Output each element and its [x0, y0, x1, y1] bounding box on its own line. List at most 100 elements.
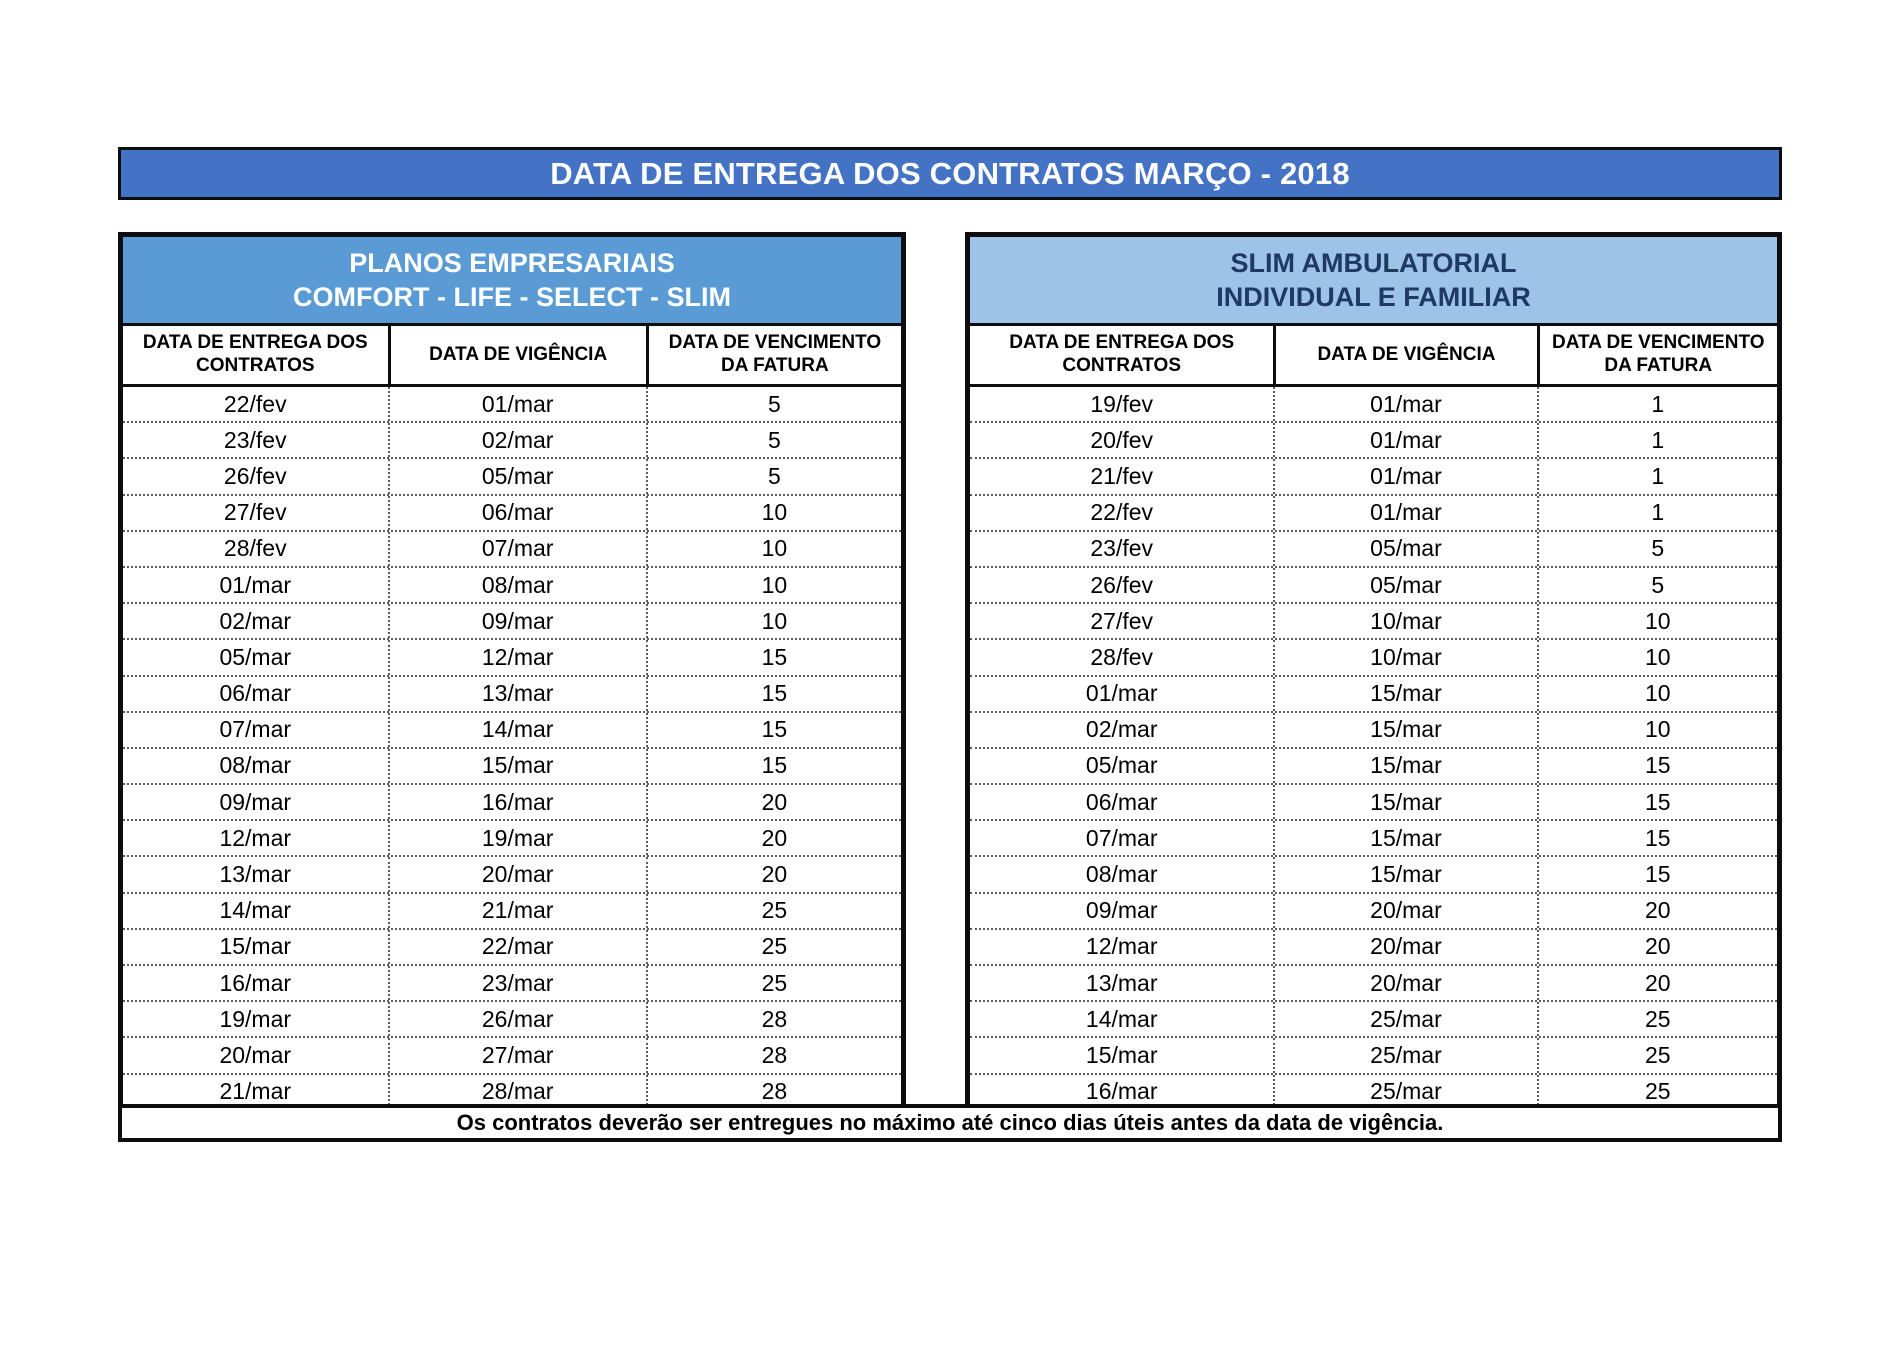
table-cell: 20/mar — [219, 1041, 292, 1068]
table-cell: 10 — [1536, 640, 1777, 675]
table-cell: 20/mar — [1273, 966, 1536, 1001]
table-cell: 1 — [1536, 423, 1777, 458]
table-row: 09/mar 16/mar 20 — [123, 783, 901, 820]
table-planos-empresariais: PLANOS EMPRESARIAIS COMFORT - LIFE - SEL… — [118, 232, 906, 1114]
table-title-line1: SLIM AMBULATORIAL — [1230, 247, 1517, 278]
table-cell: 21/mar — [219, 1078, 292, 1105]
table-cell: 15/mar — [1273, 712, 1536, 747]
table-cell: 01/mar — [387, 387, 646, 422]
footer-note-text: Os contratos deverão ser entregues no má… — [456, 1110, 1444, 1135]
table-cell: 15 — [1536, 857, 1777, 892]
table-cell: 20/fev — [1090, 426, 1154, 453]
table-cell: 21/fev — [1090, 462, 1154, 489]
table-cell: 26/fev — [223, 462, 287, 489]
table-row: 07/mar 14/mar 15 — [123, 710, 901, 747]
table-title-line1: PLANOS EMPRESARIAIS — [349, 247, 675, 278]
table-cell: 15/mar — [1273, 785, 1536, 820]
table-cell: 27/mar — [387, 1038, 646, 1073]
table-cell: 15/mar — [387, 748, 646, 784]
table-row: 20/mar 27/mar 28 — [123, 1036, 901, 1073]
table-cell: 25/mar — [1273, 1074, 1536, 1109]
table-row: 05/mar 12/mar 15 — [123, 638, 901, 675]
table-body: 22/fev 01/mar 5 23/fev 02/mar 5 26/fev 05/mar 5 2… — [123, 387, 901, 1109]
table-cell: 15/mar — [1273, 748, 1536, 784]
table-cell: 5 — [1536, 567, 1777, 603]
table-cell: 06/mar — [387, 495, 646, 530]
table-cell: 1 — [1536, 459, 1777, 494]
table-row: 12/mar 19/mar 20 — [123, 819, 901, 856]
table-row: 15/mar 25/mar 25 — [970, 1036, 1777, 1073]
table-title-line2: COMFORT - LIFE - SELECT - SLIM — [293, 281, 731, 312]
table-cell: 01/mar — [219, 571, 292, 598]
table-row: 28/fev 10/mar 10 — [970, 638, 1777, 675]
table-cell: 05/mar — [1273, 567, 1536, 603]
table-title-line2: INDIVIDUAL E FAMILIAR — [1216, 281, 1531, 312]
table-cell: 10/mar — [1273, 640, 1536, 675]
table-cell: 12/mar — [387, 640, 646, 675]
table-cell: 28 — [645, 1074, 901, 1109]
table-row: 23/fev 05/mar 5 — [970, 529, 1777, 566]
table-row: 23/fev 02/mar 5 — [123, 421, 901, 458]
table-row: 06/mar 13/mar 15 — [123, 674, 901, 711]
table-cell: 20 — [645, 785, 901, 820]
table-cell: 5 — [645, 387, 901, 422]
table-row: 22/fev 01/mar 1 — [970, 493, 1777, 530]
table-row: 01/mar 15/mar 10 — [970, 674, 1777, 711]
table-cell: 19/mar — [219, 1005, 292, 1032]
table-row: 13/mar 20/mar 20 — [123, 855, 901, 892]
table-cell: 09/mar — [387, 604, 646, 639]
table-cell: 20 — [645, 821, 901, 856]
table-cell: 13/mar — [387, 676, 646, 711]
table-cell: 15 — [645, 640, 901, 675]
table-cell: 15/mar — [1273, 821, 1536, 856]
table-cell: 21/mar — [387, 893, 646, 928]
table-cell: 25 — [1536, 1074, 1777, 1109]
table-cell: 15 — [645, 676, 901, 711]
column-header-entrega: DATA DE ENTREGA DOS CONTRATOS — [970, 326, 1274, 384]
table-cell: 26/fev — [1090, 571, 1154, 598]
table-cell: 22/fev — [1090, 499, 1154, 526]
table-cell: 07/mar — [387, 531, 646, 566]
table-row: 21/fev 01/mar 1 — [970, 457, 1777, 494]
table-cell: 10/mar — [1273, 604, 1536, 639]
table-cell: 02/mar — [219, 607, 292, 634]
table-cell: 10 — [645, 567, 901, 603]
table-row: 05/mar 15/mar 15 — [970, 746, 1777, 784]
table-cell: 16/mar — [387, 785, 646, 820]
table-row: 22/fev 01/mar 5 — [123, 387, 901, 422]
column-header-vencimento: DATA DE VENCIMENTO DA FATURA — [645, 326, 901, 384]
table-row: 08/mar 15/mar 15 — [123, 746, 901, 784]
table-cell: 12/mar — [219, 824, 292, 851]
table-cell: 01/mar — [1273, 459, 1536, 494]
table-cell: 28/mar — [387, 1074, 646, 1109]
table-cell: 10 — [645, 531, 901, 566]
document-title: DATA DE ENTREGA DOS CONTRATOS MARÇO - 20… — [550, 155, 1350, 191]
column-headers: DATA DE ENTREGA DOS CONTRATOS DATA DE VI… — [970, 326, 1777, 387]
table-row: 26/fev 05/mar 5 — [970, 565, 1777, 603]
table-cell: 28 — [645, 1002, 901, 1037]
document-title-bar: DATA DE ENTREGA DOS CONTRATOS MARÇO - 20… — [118, 147, 1782, 200]
table-cell: 09/mar — [219, 788, 292, 815]
table-cell: 14/mar — [387, 712, 646, 747]
table-cell: 15 — [1536, 748, 1777, 784]
footer-note-box: Os contratos deverão ser entregues no má… — [118, 1104, 1782, 1142]
column-header-vigencia: DATA DE VIGÊNCIA — [387, 326, 646, 384]
table-cell: 20/mar — [1273, 893, 1536, 928]
table-cell: 19/mar — [387, 821, 646, 856]
table-cell: 12/mar — [1085, 933, 1158, 960]
table-row: 06/mar 15/mar 15 — [970, 783, 1777, 820]
table-cell: 22/fev — [223, 390, 287, 417]
column-header-vencimento: DATA DE VENCIMENTO DA FATURA — [1536, 326, 1777, 384]
table-cell: 13/mar — [1085, 969, 1158, 996]
table-cell: 06/mar — [1085, 788, 1158, 815]
table-row: 27/fev 06/mar 10 — [123, 493, 901, 530]
table-cell: 15 — [645, 748, 901, 784]
table-cell: 20 — [1536, 893, 1777, 928]
table-cell: 25 — [645, 893, 901, 928]
table-cell: 25/mar — [1273, 1002, 1536, 1037]
table-cell: 27/fev — [223, 499, 287, 526]
table-cell: 1 — [1536, 387, 1777, 422]
table-cell: 1 — [1536, 495, 1777, 530]
table-row: 27/fev 10/mar 10 — [970, 602, 1777, 639]
